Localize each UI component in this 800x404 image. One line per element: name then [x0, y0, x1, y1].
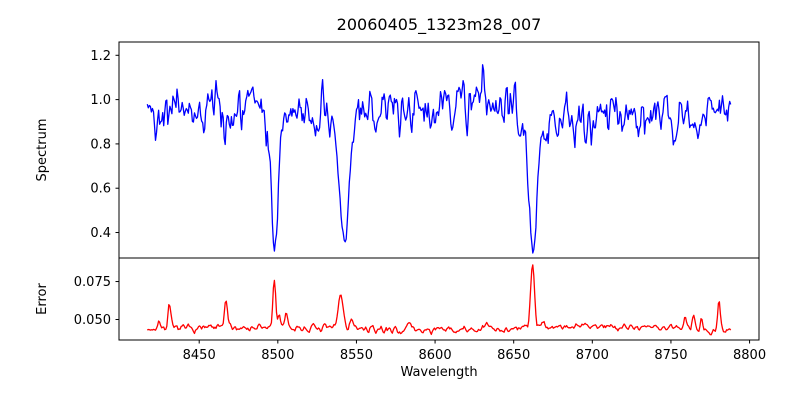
- error-y-tick-label: 0.050: [74, 313, 111, 328]
- spectrum-y-tick-label: 1.2: [90, 49, 111, 64]
- x-axis-ticks: 8450 8500 8550 8600 8650 8700 8750 8800: [183, 340, 766, 363]
- spectrum-y-axis-label: Spectrum: [35, 119, 50, 182]
- error-y-axis-label: Error: [35, 283, 50, 315]
- x-tick-label: 8750: [654, 348, 687, 363]
- x-tick-label: 8700: [576, 348, 609, 363]
- spectrum-y-tick-label: 1.0: [90, 93, 111, 108]
- spectrum-y-tick-label: 0.6: [90, 182, 111, 197]
- x-axis-label: Wavelength: [400, 365, 477, 380]
- spectrum-y-tick-label: 0.8: [90, 137, 111, 152]
- x-tick-label: 8800: [733, 348, 766, 363]
- spectrum-y-axis-ticks: 0.4 0.6 0.8 1.0 1.2: [90, 49, 119, 241]
- chart-title: 20060405_1323m28_007: [337, 15, 542, 35]
- x-tick-label: 8450: [183, 348, 216, 363]
- spectrum-y-tick-label: 0.4: [90, 226, 111, 241]
- x-tick-label: 8550: [340, 348, 373, 363]
- error-axes-frame: [118, 257, 760, 341]
- x-tick-label: 8600: [419, 348, 452, 363]
- error-y-tick-label: 0.075: [74, 275, 111, 290]
- spectrum-line-series: [146, 64, 732, 254]
- x-tick-label: 8500: [261, 348, 294, 363]
- error-y-axis-ticks: 0.050 0.075: [74, 275, 119, 328]
- error-line-series: [147, 264, 732, 336]
- x-tick-label: 8650: [497, 348, 530, 363]
